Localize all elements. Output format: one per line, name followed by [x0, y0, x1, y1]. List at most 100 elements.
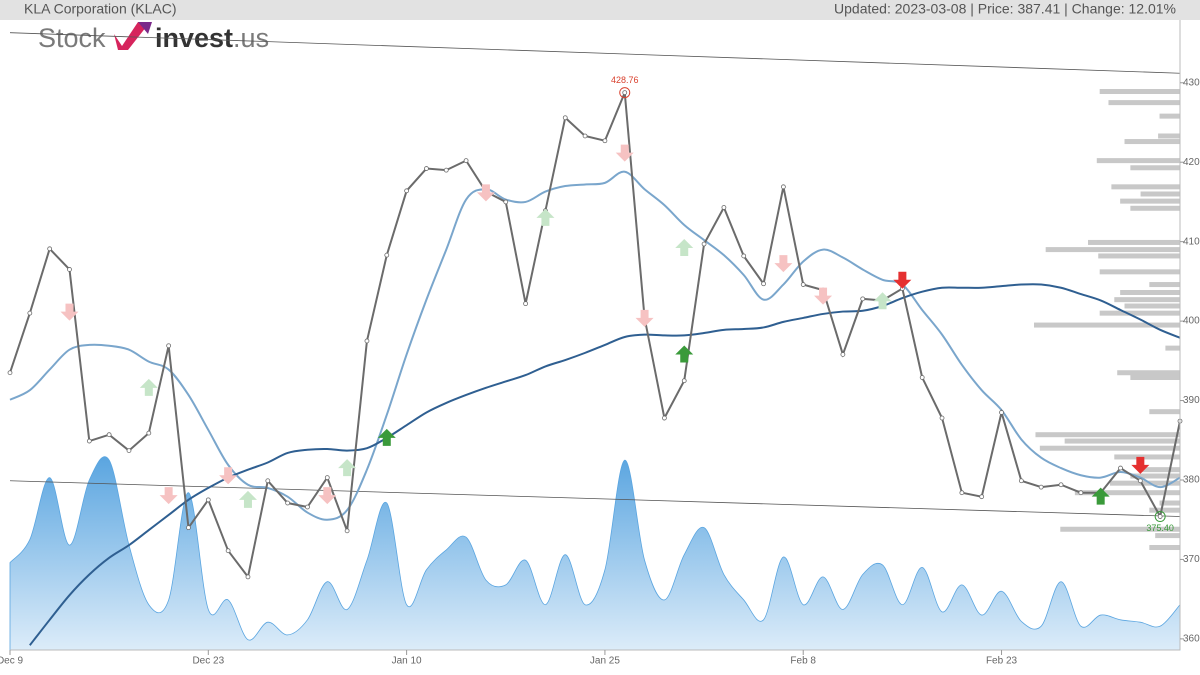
volume-profile-bar [1130, 165, 1180, 171]
header-bar [0, 0, 1200, 20]
price-point [1118, 465, 1123, 471]
volume-profile-bar [1099, 89, 1180, 95]
volume-profile-bar [1099, 310, 1180, 316]
volume-profile-bar [1149, 545, 1180, 551]
volume-profile-bar [1114, 297, 1180, 303]
signal-arrow [318, 487, 337, 505]
volume-profile-bar [1088, 239, 1180, 245]
volume-area [9, 456, 1181, 651]
price-point [681, 378, 687, 384]
volume-profile-bar [1099, 269, 1180, 275]
extreme-marker [619, 87, 631, 99]
price-point [1018, 478, 1024, 484]
volume-profile-bar [1158, 133, 1180, 139]
price-line [9, 170, 1181, 521]
volume-profile-bar [1149, 507, 1180, 513]
signal-arrow [377, 428, 396, 446]
signal-arrow [675, 345, 694, 363]
volume-profile-bar [1149, 409, 1180, 415]
price-point [7, 370, 13, 376]
volume-profile-bar [1108, 100, 1180, 106]
x-tick-label: Feb 23 [986, 656, 1018, 667]
trend-line [9, 32, 1181, 74]
price-point [106, 432, 112, 438]
signal-arrow [60, 303, 79, 321]
volume-profile-bar [1124, 303, 1180, 309]
price-point [860, 296, 866, 302]
price-point [285, 500, 291, 506]
signal-arrow [774, 255, 793, 273]
price-point [404, 188, 410, 194]
price-point [959, 490, 965, 496]
plot: 428.76 375.40 360 370 380 390 400 410 420 430 Dec … [0, 20, 1200, 667]
x-tick-label: Jan 10 [392, 656, 422, 667]
price-point [622, 90, 628, 96]
signal-arrow [219, 467, 238, 485]
header-status: Updated: 2023-03-08 | Price: 387.41 | Ch… [834, 1, 1176, 17]
signal-arrow [338, 459, 357, 477]
price-point [741, 253, 747, 259]
price-point [265, 478, 271, 484]
volume-profile-bar [1096, 158, 1180, 164]
price-line [9, 92, 1181, 580]
price-point [602, 138, 608, 144]
price-point [364, 338, 370, 344]
price-point [1078, 490, 1084, 496]
price-point [384, 252, 390, 258]
signal-arrow [814, 287, 833, 305]
price-point [800, 282, 806, 287]
price-point [939, 415, 945, 421]
signal-arrow [536, 208, 555, 226]
y-tick-label: 390 [1183, 395, 1200, 406]
x-tick-label: Dec 23 [192, 656, 224, 667]
signal-arrow [873, 292, 892, 310]
price-point [761, 281, 766, 287]
price-point [1058, 482, 1064, 488]
volume-profile-bar [1159, 113, 1180, 119]
price-point [463, 158, 469, 164]
logo-left: Stock [38, 23, 106, 53]
volume-profile-bar [1130, 375, 1180, 381]
price-point [443, 167, 449, 173]
x-tick-label: Jan 25 [590, 656, 620, 667]
price-point [424, 166, 429, 171]
price-point [523, 301, 528, 307]
y-tick-label: 380 [1183, 475, 1200, 486]
price-point [126, 448, 132, 453]
price-point [562, 115, 568, 121]
y-tick-label: 360 [1183, 634, 1200, 645]
signal-arrow [238, 490, 257, 508]
volume-profile-bar [1120, 198, 1180, 204]
volume-profile-bar [1130, 205, 1180, 211]
price-point [86, 438, 92, 444]
y-tick-label: 430 [1183, 77, 1200, 88]
logo-mark [114, 22, 150, 50]
price-point [999, 410, 1004, 415]
price-point [1157, 514, 1163, 519]
volume-profile-bar [1045, 247, 1180, 253]
price-point [27, 310, 33, 316]
price-point [840, 352, 846, 357]
volume-profile-bar [1074, 490, 1180, 496]
price-point [919, 375, 925, 380]
price-point [47, 246, 53, 252]
x-tick-label: Feb 8 [790, 656, 816, 667]
volume-profile-bar [1034, 322, 1180, 328]
price-point [721, 205, 727, 210]
signal-arrow [159, 487, 178, 505]
price-line [29, 283, 1181, 646]
y-tick-label: 400 [1183, 316, 1200, 327]
price-point [344, 528, 350, 534]
price-point [780, 184, 786, 190]
signal-arrow [1131, 456, 1150, 474]
volume-profile-bar [1155, 533, 1180, 539]
volume-profile-bar [1149, 282, 1180, 288]
extreme-marker [1154, 511, 1166, 523]
price-point [186, 525, 191, 531]
price-point [701, 241, 707, 247]
trend-line [9, 480, 1181, 517]
price-point [225, 548, 231, 554]
volume-profile-bar [1114, 454, 1180, 460]
logo-suffix: .us [233, 23, 269, 53]
price-point [245, 574, 251, 580]
